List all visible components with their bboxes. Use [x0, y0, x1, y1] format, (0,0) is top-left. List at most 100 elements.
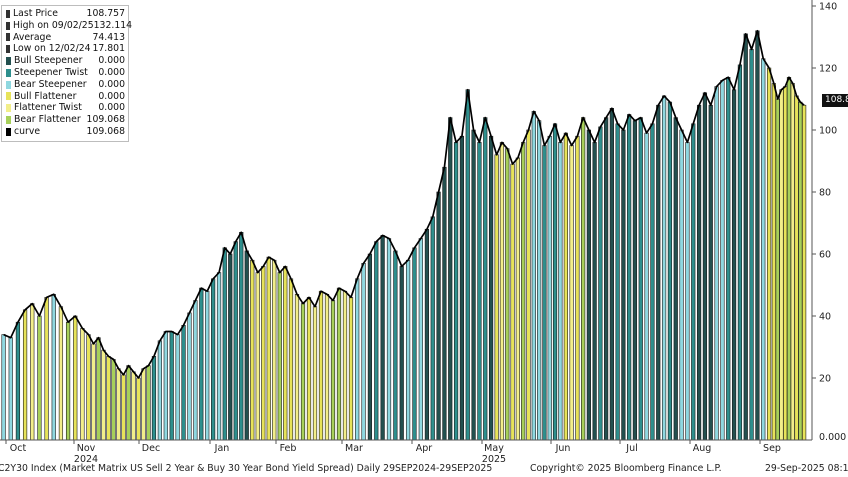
- bar-3-3: [239, 232, 244, 441]
- bar-10-7: [743, 33, 748, 441]
- bar-7-5: [521, 142, 526, 441]
- bar-5-7: [399, 266, 404, 441]
- bar-7-6: [526, 129, 531, 441]
- legend-swatch: [6, 9, 10, 18]
- legend-swatch: [6, 33, 10, 42]
- bar-6-1: [430, 216, 435, 441]
- legend-label: Average: [13, 31, 52, 43]
- y-tick-label-120: 120: [819, 64, 837, 75]
- legend-label-group: Average: [6, 32, 51, 44]
- legend-value: 132.114: [93, 19, 133, 31]
- legend-value: 74.413: [92, 31, 125, 43]
- legend-value: 0.000: [98, 55, 125, 67]
- legend-row-steepener-twist: Steepener Twist 0.000: [6, 67, 125, 79]
- legend-label: Steepener Twist: [14, 66, 88, 78]
- bar-1-4: [106, 355, 111, 441]
- bar-2-11: [216, 272, 222, 441]
- x-tick-label-feb: Feb: [280, 443, 297, 454]
- x-tick-label-dec: Dec: [142, 443, 160, 454]
- bar-4-0: [288, 278, 294, 441]
- bar-1-6: [116, 368, 121, 441]
- bar-7-2: [505, 148, 510, 441]
- legend-label-group: Bull Steepener: [6, 55, 82, 67]
- bar-3-10: [277, 272, 282, 441]
- bar-0-8: [58, 306, 64, 441]
- legend-value: 0.000: [98, 90, 125, 102]
- legend-row-low-on-12-02-24: Low on 12/02/24 17.801: [6, 43, 125, 55]
- legend-swatch: [6, 116, 11, 125]
- bar-0-5: [37, 315, 42, 441]
- bar-5-3: [374, 241, 379, 441]
- legend-label: Bear Flattener: [14, 114, 81, 126]
- bar-11-7: [798, 101, 803, 441]
- legend-value: 17.801: [92, 43, 125, 55]
- bar-1-3: [101, 349, 106, 441]
- legend-label: Low on 12/02/24: [13, 43, 91, 55]
- bar-5-8: [405, 259, 411, 441]
- x-tick-label-oct: Oct: [10, 443, 27, 454]
- bar-6-11: [488, 135, 494, 441]
- bar-9-4: [656, 104, 661, 441]
- bar-3-8: [266, 256, 271, 441]
- footer-timestamp: 29-Sep-2025 08:10: [765, 463, 848, 474]
- bar-7-9: [542, 145, 547, 441]
- legend-label-group: Last Price: [6, 8, 58, 20]
- bar-6-8: [471, 129, 476, 441]
- bar-10-9: [755, 30, 760, 441]
- legend: Last Price 108.757 High on 09/02/25 132.114…: [1, 5, 133, 142]
- bar-2-5: [181, 324, 186, 441]
- bar-1-5: [111, 359, 116, 441]
- bar-5-1: [361, 262, 366, 441]
- bar-0-3: [22, 309, 28, 441]
- bar-4-1: [294, 293, 300, 441]
- bar-6-3: [442, 166, 447, 441]
- bar-4-4: [312, 306, 318, 441]
- legend-label-group: Flattener Twist: [6, 102, 82, 114]
- bar-8-8: [609, 108, 614, 441]
- bar-6-5: [453, 142, 459, 441]
- bar-1-11: [141, 368, 146, 441]
- legend-value: 109.068: [86, 125, 125, 137]
- legend-row-flattener-twist: Flattener Twist 0.000: [6, 102, 125, 114]
- bar-3-0: [222, 247, 227, 441]
- bar-0-0: [1, 334, 6, 441]
- legend-label-group: Steepener Twist: [6, 67, 88, 79]
- legend-label: curve: [14, 125, 41, 137]
- curve-layer: [3, 29, 805, 379]
- bar-2-1: [157, 340, 162, 441]
- x-tick-label-jan: Jan: [214, 443, 230, 454]
- bar-3-11: [283, 266, 288, 441]
- bar-9-11: [696, 104, 702, 441]
- bar-2-2: [163, 331, 168, 441]
- legend-row-bull-flattener: Bull Flattener 0.000: [6, 91, 125, 103]
- bar-4-2: [300, 303, 306, 441]
- bar-7-7: [531, 111, 536, 441]
- footer-left: C2Y30 Index (Market Matrix US Sell 2 Yea…: [0, 463, 493, 474]
- bar-0-11: [80, 328, 85, 441]
- x-tick-label-mar: Mar: [345, 443, 363, 454]
- legend-label-group: Bear Steepener: [6, 79, 87, 91]
- bar-8-2: [575, 135, 580, 441]
- bar-7-4: [515, 157, 520, 441]
- bar-1-10: [136, 377, 141, 441]
- y-tick-label-100: 100: [819, 126, 837, 137]
- bar-9-7: [673, 117, 678, 441]
- legend-label-group: curve: [6, 126, 40, 138]
- bar-8-4: [586, 129, 591, 441]
- y-tick-label-0: 0.000: [819, 432, 846, 443]
- bar-9-5: [661, 95, 667, 441]
- x-tick-label-jun: Jun: [555, 443, 571, 454]
- legend-row-bear-flattener: Bear Flattener 109.068: [6, 114, 125, 126]
- bar-3-1: [228, 253, 233, 441]
- x-year-label-2025: 2025: [482, 454, 506, 465]
- legend-swatch: [6, 45, 10, 54]
- bar-4-5: [318, 290, 324, 441]
- bar-10-8: [749, 49, 754, 441]
- bar-2-0: [151, 355, 157, 441]
- x-tick-label-aug: Aug: [693, 443, 712, 454]
- legend-value: 0.000: [98, 102, 125, 114]
- bar-11-8: [802, 104, 807, 441]
- bar-6-6: [459, 135, 465, 441]
- bar-11-5: [790, 83, 795, 441]
